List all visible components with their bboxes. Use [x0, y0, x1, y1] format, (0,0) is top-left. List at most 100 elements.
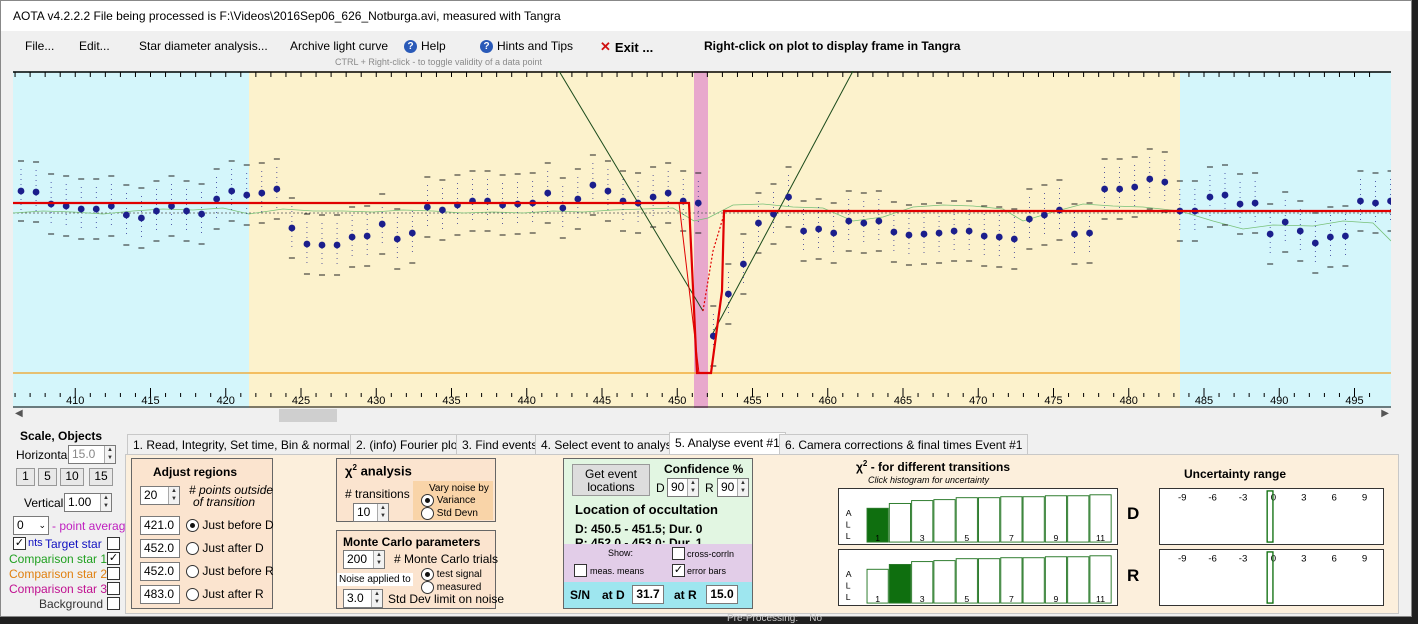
just-before-d-radio[interactable]: Just before D [186, 518, 274, 533]
data-point[interactable] [318, 241, 326, 249]
data-point[interactable] [1086, 229, 1093, 237]
histogram-bar[interactable] [978, 497, 1001, 543]
menu-exit[interactable]: ✕ Exit ... [600, 39, 653, 55]
histogram-bar[interactable] [1089, 494, 1112, 543]
data-point[interactable] [1342, 232, 1349, 240]
data-point[interactable] [815, 225, 823, 233]
data-point[interactable] [604, 187, 612, 195]
scale-button-15[interactable]: 15 [89, 468, 113, 486]
just-before-d-input[interactable]: 421.0 [140, 516, 180, 535]
data-point[interactable] [1251, 199, 1259, 207]
data-point[interactable] [1357, 197, 1364, 205]
scale-button-10[interactable]: 10 [60, 468, 84, 486]
data-point[interactable] [423, 203, 431, 211]
data-point[interactable] [830, 229, 838, 237]
data-point[interactable] [77, 205, 85, 213]
data-point[interactable] [1071, 230, 1078, 238]
histogram-bar[interactable] [888, 563, 912, 604]
data-point[interactable] [1296, 227, 1304, 235]
histogram-bar[interactable] [911, 561, 934, 604]
data-point[interactable] [1010, 235, 1018, 243]
histogram-bar[interactable] [1067, 556, 1090, 604]
data-point[interactable] [800, 227, 807, 235]
data-point[interactable] [845, 217, 853, 225]
data-point[interactable] [92, 205, 100, 213]
menu-archive-light-curve[interactable]: Archive light curve [290, 39, 389, 53]
data-point[interactable] [920, 230, 928, 238]
plot-horizontal-scrollbar[interactable]: ◀ ▶ [13, 408, 1391, 423]
data-point[interactable] [32, 188, 40, 196]
data-point[interactable] [1131, 183, 1139, 191]
histogram-bar[interactable] [978, 558, 1001, 604]
data-point[interactable] [408, 229, 416, 237]
comp-star-1-checkbox[interactable]: ✓ [107, 552, 120, 565]
comp-star-3-checkbox[interactable] [107, 582, 120, 595]
menu-help[interactable]: ? Help [404, 39, 446, 53]
d-uncertainty-range[interactable]: -9 -6 -3 0 3 6 9 [1159, 488, 1384, 545]
histogram-bar[interactable] [1067, 495, 1090, 543]
scroll-thumb[interactable] [279, 409, 337, 422]
histogram-bar[interactable] [866, 507, 889, 543]
comp-star-2-checkbox[interactable] [107, 567, 120, 580]
transitions-input[interactable]: 10 ▲ ▼ [353, 503, 389, 522]
scroll-left-arrow[interactable]: ◀ [15, 408, 23, 419]
just-after-r-radio[interactable]: Just after R [186, 587, 264, 602]
histogram-bar[interactable] [1022, 557, 1045, 604]
data-point[interactable] [122, 211, 130, 219]
tab-fourier[interactable]: 2. (info) Fourier plot [350, 434, 467, 454]
data-point[interactable] [1146, 175, 1154, 183]
data-point[interactable] [755, 219, 762, 227]
data-point[interactable] [1041, 211, 1048, 219]
data-point[interactable] [589, 181, 597, 189]
data-point[interactable] [378, 220, 386, 228]
histogram-bar[interactable] [955, 497, 978, 543]
d-chi2-histogram[interactable]: ALL 1 3 5 7 9 11 [838, 488, 1118, 545]
histogram-bar[interactable] [955, 558, 978, 604]
data-point[interactable] [724, 290, 732, 298]
data-point[interactable] [288, 224, 296, 232]
data-point[interactable] [664, 189, 672, 197]
histogram-bar[interactable] [888, 502, 912, 543]
data-point[interactable] [544, 189, 552, 197]
data-point[interactable] [890, 228, 898, 236]
tab-camera-corrections[interactable]: 6. Camera corrections & final times Even… [779, 434, 1029, 454]
scale-button-5[interactable]: 5 [38, 468, 57, 486]
data-point[interactable] [1387, 197, 1391, 205]
error-bars-checkbox[interactable]: ✓ [672, 564, 685, 577]
histogram-bar[interactable] [866, 568, 889, 604]
light-curve-plot[interactable]: 4054104154204254304354404454504554604654… [13, 71, 1391, 408]
test-signal-radio[interactable]: test signal [421, 568, 482, 581]
data-point[interactable] [649, 193, 657, 201]
histogram-bar[interactable] [1044, 495, 1068, 543]
variance-radio[interactable]: Variance [421, 494, 476, 507]
histogram-bar[interactable] [1044, 556, 1068, 604]
data-point[interactable] [875, 217, 883, 225]
data-point[interactable] [574, 195, 582, 203]
r-uncertainty-range[interactable]: -9 -6 -3 0 3 6 9 [1159, 549, 1384, 606]
just-before-r-input[interactable]: 452.0 [140, 562, 180, 581]
get-event-locations-button[interactable]: Get event locations [572, 464, 650, 496]
data-point[interactable] [183, 207, 190, 215]
data-point[interactable] [1221, 191, 1229, 199]
data-point[interactable] [348, 233, 356, 241]
tab-read-integrity[interactable]: 1. Read, Integrity, Set time, Bin & norm… [127, 434, 371, 454]
data-point[interactable] [950, 227, 958, 235]
data-point[interactable] [785, 193, 792, 201]
data-point[interactable] [17, 187, 25, 195]
data-point[interactable] [198, 210, 206, 218]
histogram-bar[interactable] [933, 560, 956, 604]
just-after-d-input[interactable]: 452.0 [140, 539, 180, 558]
histogram-bar[interactable] [1089, 555, 1112, 604]
histogram-bar[interactable] [1022, 496, 1045, 543]
histogram-bar[interactable] [911, 500, 934, 543]
tab-analyse-event[interactable]: 5. Analyse event #1 [669, 432, 786, 454]
menu-star-diameter[interactable]: Star diameter analysis... [139, 39, 268, 53]
r-chi2-histogram[interactable]: ALL 1 3 5 7 9 11 [838, 549, 1118, 606]
meas-means-checkbox[interactable] [574, 564, 587, 577]
data-point[interactable] [439, 206, 446, 214]
confidence-d-input[interactable]: 90 ▲ ▼ [667, 478, 699, 497]
data-point[interactable] [1281, 218, 1289, 226]
data-point[interactable] [770, 210, 777, 218]
points-outside-input[interactable]: 20 ▲ ▼ [140, 486, 180, 505]
histogram-bar[interactable] [1000, 496, 1023, 543]
